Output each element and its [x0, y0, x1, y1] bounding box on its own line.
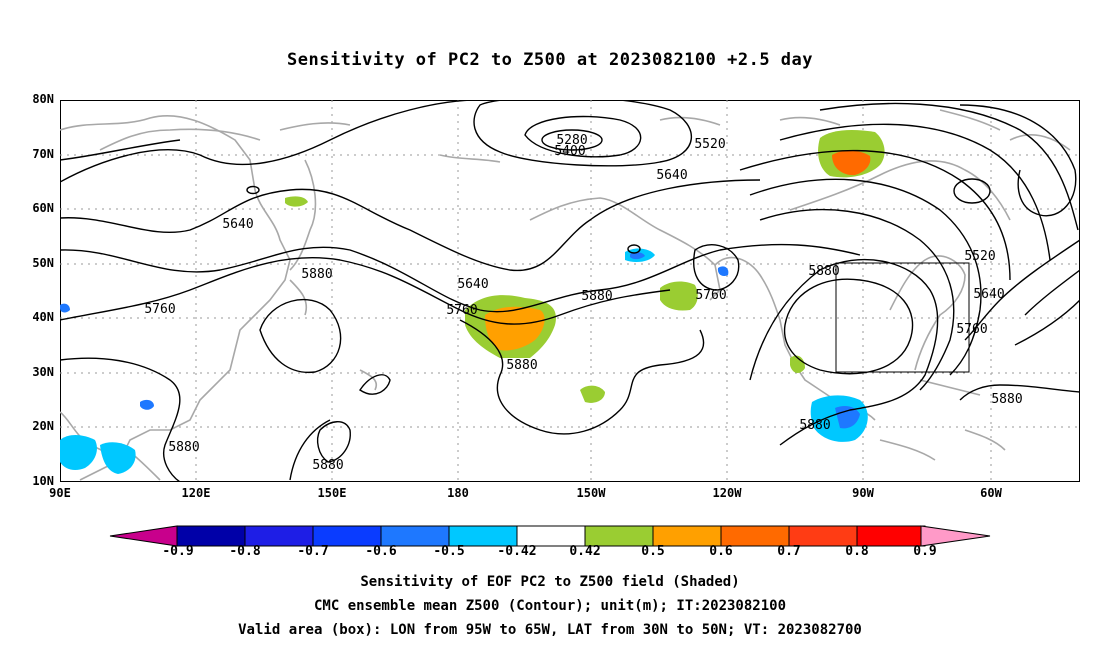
- contour-label: 5520: [964, 249, 995, 264]
- map-canvas: 5280 5400 5520 5640 5640 5640 5880 5760 …: [60, 100, 1080, 482]
- colorbar-label: 0.42: [569, 544, 601, 559]
- lon-label-180: 180: [447, 486, 469, 500]
- colorbar-label: 0.7: [777, 544, 801, 559]
- lat-label-80n: 80N: [32, 92, 54, 106]
- lon-label-150w: 150W: [576, 486, 606, 500]
- contour-label: 5400: [554, 144, 585, 159]
- colorbar-label: -0.7: [297, 544, 329, 559]
- colorbar-label: 0.8: [845, 544, 869, 559]
- contour-label: 5760: [144, 302, 175, 317]
- colorbar-label: -0.8: [229, 544, 261, 559]
- colorbar-cells: [176, 525, 926, 547]
- lon-label-150e: 150E: [317, 486, 347, 500]
- contour-label: 5880: [168, 440, 199, 455]
- colorbar-label: -0.5: [433, 544, 465, 559]
- lat-label-30n: 30N: [32, 365, 54, 379]
- lat-label-20n: 20N: [32, 419, 54, 433]
- colorbar: [109, 525, 991, 547]
- lat-label-60n: 60N: [32, 201, 54, 215]
- sensitivity-shading: [60, 130, 885, 474]
- lat-label-40n: 40N: [32, 310, 54, 324]
- contour-label: 5880: [301, 267, 332, 282]
- contour-label: 5640: [973, 287, 1004, 302]
- colorbar-cell: [312, 525, 382, 547]
- caption-contour: CMC ensemble mean Z500 (Contour); unit(m…: [313, 598, 786, 614]
- colorbar-label: 0.5: [641, 544, 665, 559]
- caption-shaded: Sensitivity of EOF PC2 to Z500 field (Sh…: [360, 574, 740, 590]
- colorbar-label: -0.6: [365, 544, 397, 559]
- contour-label: 5760: [446, 303, 477, 318]
- coastlines: [60, 109, 1071, 481]
- colorbar-cell: [584, 525, 654, 547]
- colorbar-cell: [380, 525, 450, 547]
- caption-valid-area: Valid area (box): LON from 95W to 65W, L…: [238, 622, 862, 638]
- valid-area-box: [835, 262, 970, 373]
- colorbar-label: -0.42: [497, 544, 537, 559]
- contour-label: 5520: [694, 137, 725, 152]
- contour-label: 5880: [581, 289, 612, 304]
- colorbar-cell: [448, 525, 518, 547]
- map-title: Sensitivity of PC2 to Z500 at 2023082100…: [286, 50, 813, 70]
- lon-label-120w: 120W: [712, 486, 742, 500]
- colorbar-cell: [176, 525, 246, 547]
- colorbar-cell: [652, 525, 722, 547]
- contour-label: 5880: [312, 458, 343, 473]
- contour-label: 5880: [799, 418, 830, 433]
- contour-label: 5760: [956, 322, 987, 337]
- colorbar-cell: [244, 525, 314, 547]
- lon-label-90w: 90W: [852, 486, 874, 500]
- contour-label: 5640: [656, 168, 687, 183]
- contour-label: 5640: [222, 217, 253, 232]
- map-panel: 5280 5400 5520 5640 5640 5640 5880 5760 …: [60, 100, 1080, 482]
- colorbar-under-arrow: [109, 525, 178, 547]
- lat-label-50n: 50N: [32, 256, 54, 270]
- contour-label: 5880: [808, 264, 839, 279]
- lon-label-60w: 60W: [980, 486, 1002, 500]
- lon-label-90e: 90E: [49, 486, 71, 500]
- colorbar-cell: [720, 525, 790, 547]
- colorbar-label: 0.9: [913, 544, 937, 559]
- contour-label: 5280: [556, 133, 587, 148]
- lat-label-10n: 10N: [32, 474, 54, 488]
- z500-contours: [60, 100, 1080, 482]
- contour-labels: 5280 5400 5520 5640 5640 5640 5880 5760 …: [144, 133, 1022, 473]
- contour-label: 5880: [991, 392, 1022, 407]
- colorbar-label: -0.9: [162, 544, 194, 559]
- colorbar-over-arrow: [920, 525, 991, 547]
- contour-label: 5640: [457, 277, 488, 292]
- colorbar-cell: [788, 525, 858, 547]
- contour-label: 5760: [695, 288, 726, 303]
- colorbar-cell: [856, 525, 926, 547]
- lat-label-70n: 70N: [32, 147, 54, 161]
- contour-label: 5880: [506, 358, 537, 373]
- colorbar-label: 0.6: [709, 544, 733, 559]
- lon-label-120e: 120E: [181, 486, 211, 500]
- colorbar-cell: [516, 525, 586, 547]
